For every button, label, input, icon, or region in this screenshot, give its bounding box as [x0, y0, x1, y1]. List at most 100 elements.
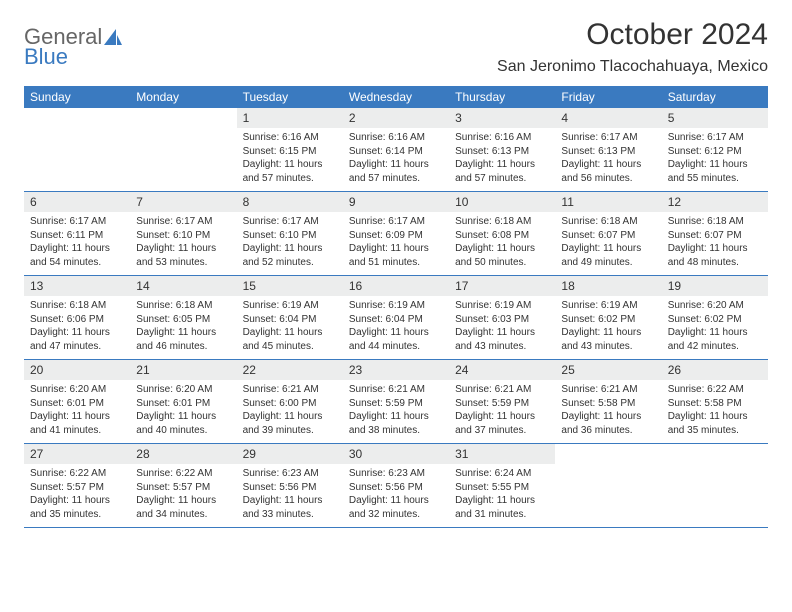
day-body: Sunrise: 6:20 AMSunset: 6:01 PMDaylight:…	[130, 380, 236, 443]
sunrise-line: Sunrise: 6:21 AM	[561, 383, 655, 397]
header: General October 2024 San Jeronimo Tlacoc…	[24, 18, 768, 84]
sunset-line: Sunset: 6:15 PM	[243, 145, 337, 159]
sunset-line: Sunset: 6:05 PM	[136, 313, 230, 327]
day-number: 19	[662, 276, 768, 296]
day-cell: 11Sunrise: 6:18 AMSunset: 6:07 PMDayligh…	[555, 192, 661, 275]
sunset-line: Sunset: 5:58 PM	[561, 397, 655, 411]
daylight-line: Daylight: 11 hours and 54 minutes.	[30, 242, 124, 269]
day-cell	[24, 108, 130, 191]
day-cell: 7Sunrise: 6:17 AMSunset: 6:10 PMDaylight…	[130, 192, 236, 275]
day-number: 4	[555, 108, 661, 128]
day-number: 6	[24, 192, 130, 212]
daylight-line: Daylight: 11 hours and 45 minutes.	[243, 326, 337, 353]
sunset-line: Sunset: 6:02 PM	[561, 313, 655, 327]
daylight-line: Daylight: 11 hours and 37 minutes.	[455, 410, 549, 437]
day-number: 25	[555, 360, 661, 380]
day-cell: 16Sunrise: 6:19 AMSunset: 6:04 PMDayligh…	[343, 276, 449, 359]
sunset-line: Sunset: 5:57 PM	[30, 481, 124, 495]
daylight-line: Daylight: 11 hours and 57 minutes.	[243, 158, 337, 185]
sunset-line: Sunset: 6:12 PM	[668, 145, 762, 159]
day-cell: 15Sunrise: 6:19 AMSunset: 6:04 PMDayligh…	[237, 276, 343, 359]
sunset-line: Sunset: 6:07 PM	[561, 229, 655, 243]
day-number: 23	[343, 360, 449, 380]
sunrise-line: Sunrise: 6:17 AM	[30, 215, 124, 229]
day-body: Sunrise: 6:24 AMSunset: 5:55 PMDaylight:…	[449, 464, 555, 527]
sunset-line: Sunset: 6:01 PM	[30, 397, 124, 411]
day-number: 1	[237, 108, 343, 128]
sunset-line: Sunset: 6:01 PM	[136, 397, 230, 411]
sunrise-line: Sunrise: 6:20 AM	[136, 383, 230, 397]
sunset-line: Sunset: 5:56 PM	[349, 481, 443, 495]
day-cell: 12Sunrise: 6:18 AMSunset: 6:07 PMDayligh…	[662, 192, 768, 275]
brand-part2: Blue	[24, 44, 68, 70]
weekday-header: Tuesday	[237, 86, 343, 108]
day-cell	[555, 444, 661, 527]
week-row: 6Sunrise: 6:17 AMSunset: 6:11 PMDaylight…	[24, 192, 768, 276]
sunrise-line: Sunrise: 6:17 AM	[243, 215, 337, 229]
sunrise-line: Sunrise: 6:19 AM	[349, 299, 443, 313]
day-cell: 20Sunrise: 6:20 AMSunset: 6:01 PMDayligh…	[24, 360, 130, 443]
sunrise-line: Sunrise: 6:16 AM	[243, 131, 337, 145]
sunrise-line: Sunrise: 6:21 AM	[243, 383, 337, 397]
day-cell: 1 Sunrise: 6:16 AMSunset: 6:15 PMDaylight…	[237, 108, 343, 191]
day-cell: 2Sunrise: 6:16 AMSunset: 6:14 PMDaylight…	[343, 108, 449, 191]
day-cell: 10Sunrise: 6:18 AMSunset: 6:08 PMDayligh…	[449, 192, 555, 275]
daylight-line: Daylight: 11 hours and 31 minutes.	[455, 494, 549, 521]
day-number: 3	[449, 108, 555, 128]
sunrise-line: Sunrise: 6:24 AM	[455, 467, 549, 481]
sunrise-line: Sunrise: 6:18 AM	[136, 299, 230, 313]
sunrise-line: Sunrise: 6:19 AM	[561, 299, 655, 313]
day-cell: 29Sunrise: 6:23 AMSunset: 5:56 PMDayligh…	[237, 444, 343, 527]
day-body: Sunrise: 6:22 AMSunset: 5:57 PMDaylight:…	[130, 464, 236, 527]
sunset-line: Sunset: 5:55 PM	[455, 481, 549, 495]
day-number: 29	[237, 444, 343, 464]
month-title: October 2024	[497, 18, 768, 52]
daylight-line: Daylight: 11 hours and 57 minutes.	[455, 158, 549, 185]
day-body: Sunrise: 6:19 AMSunset: 6:04 PMDaylight:…	[237, 296, 343, 359]
day-cell: 6Sunrise: 6:17 AMSunset: 6:11 PMDaylight…	[24, 192, 130, 275]
day-body: Sunrise: 6:23 AMSunset: 5:56 PMDaylight:…	[343, 464, 449, 527]
daylight-line: Daylight: 11 hours and 38 minutes.	[349, 410, 443, 437]
daylight-line: Daylight: 11 hours and 41 minutes.	[30, 410, 124, 437]
day-cell: 19Sunrise: 6:20 AMSunset: 6:02 PMDayligh…	[662, 276, 768, 359]
sunrise-line: Sunrise: 6:18 AM	[455, 215, 549, 229]
daylight-line: Daylight: 11 hours and 53 minutes.	[136, 242, 230, 269]
daylight-line: Daylight: 11 hours and 52 minutes.	[243, 242, 337, 269]
sunrise-line: Sunrise: 6:17 AM	[561, 131, 655, 145]
weekday-header: Saturday	[662, 86, 768, 108]
day-body: Sunrise: 6:17 AMSunset: 6:10 PMDaylight:…	[237, 212, 343, 275]
day-body: Sunrise: 6:18 AMSunset: 6:06 PMDaylight:…	[24, 296, 130, 359]
day-number: 17	[449, 276, 555, 296]
day-body: Sunrise: 6:20 AMSunset: 6:01 PMDaylight:…	[24, 380, 130, 443]
day-cell: 17Sunrise: 6:19 AMSunset: 6:03 PMDayligh…	[449, 276, 555, 359]
day-cell	[130, 108, 236, 191]
sunrise-line: Sunrise: 6:23 AM	[243, 467, 337, 481]
day-body: Sunrise: 6:21 AMSunset: 5:58 PMDaylight:…	[555, 380, 661, 443]
sunset-line: Sunset: 6:02 PM	[668, 313, 762, 327]
day-body: Sunrise: 6:16 AMSunset: 6:14 PMDaylight:…	[343, 128, 449, 191]
day-body: Sunrise: 6:19 AMSunset: 6:02 PMDaylight:…	[555, 296, 661, 359]
day-number: 2	[343, 108, 449, 128]
weekday-header: Sunday	[24, 86, 130, 108]
sunrise-line: Sunrise: 6:19 AM	[455, 299, 549, 313]
sunrise-line: Sunrise: 6:21 AM	[455, 383, 549, 397]
weekday-header: Monday	[130, 86, 236, 108]
daylight-line: Daylight: 11 hours and 33 minutes.	[243, 494, 337, 521]
day-body: Sunrise: 6:22 AMSunset: 5:57 PMDaylight:…	[24, 464, 130, 527]
day-body: Sunrise: 6:21 AMSunset: 6:00 PMDaylight:…	[237, 380, 343, 443]
sunrise-line: Sunrise: 6:21 AM	[349, 383, 443, 397]
day-cell: 3Sunrise: 6:16 AMSunset: 6:13 PMDaylight…	[449, 108, 555, 191]
calendar-grid: SundayMondayTuesdayWednesdayThursdayFrid…	[24, 86, 768, 528]
day-number: 28	[130, 444, 236, 464]
daylight-line: Daylight: 11 hours and 56 minutes.	[561, 158, 655, 185]
daylight-line: Daylight: 11 hours and 49 minutes.	[561, 242, 655, 269]
day-body: Sunrise: 6:20 AMSunset: 6:02 PMDaylight:…	[662, 296, 768, 359]
day-number: 20	[24, 360, 130, 380]
day-body: Sunrise: 6:18 AMSunset: 6:07 PMDaylight:…	[662, 212, 768, 275]
daylight-line: Daylight: 11 hours and 55 minutes.	[668, 158, 762, 185]
daylight-line: Daylight: 11 hours and 42 minutes.	[668, 326, 762, 353]
sunrise-line: Sunrise: 6:18 AM	[561, 215, 655, 229]
day-number: 10	[449, 192, 555, 212]
day-body: Sunrise: 6:19 AMSunset: 6:04 PMDaylight:…	[343, 296, 449, 359]
day-body: Sunrise: 6:21 AMSunset: 5:59 PMDaylight:…	[343, 380, 449, 443]
